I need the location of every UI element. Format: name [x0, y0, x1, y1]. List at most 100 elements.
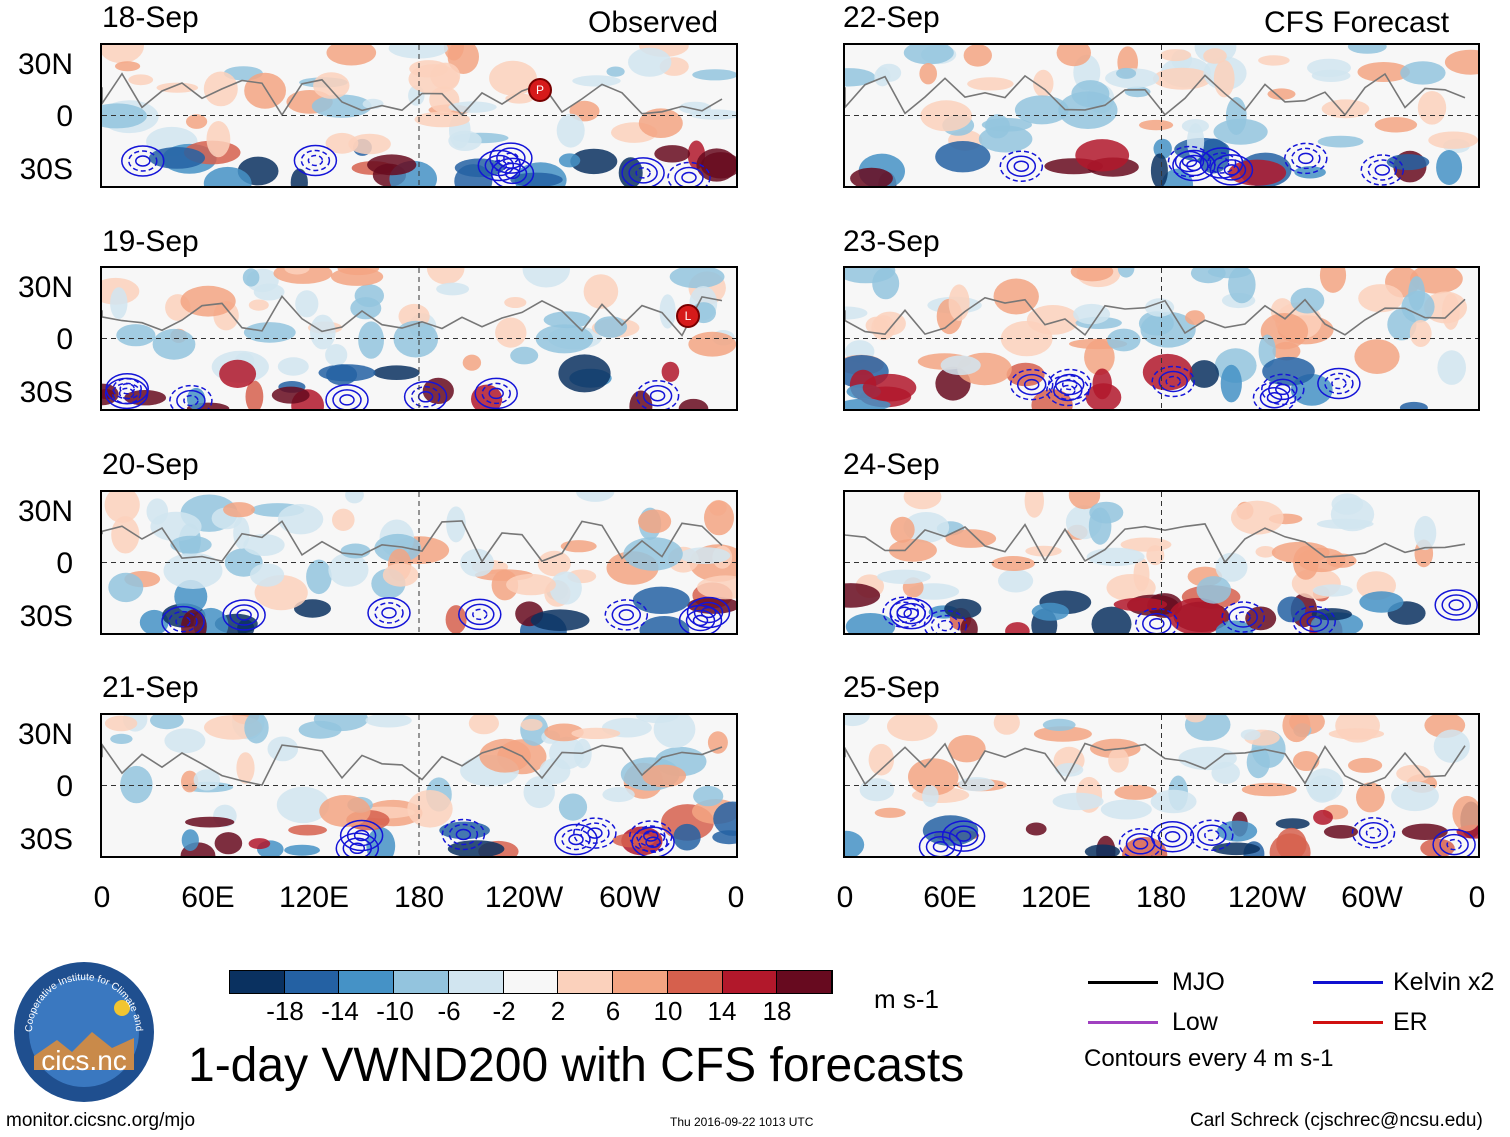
- wind-anomaly-blob: [1116, 67, 1137, 79]
- wind-anomaly-blob: [267, 736, 299, 762]
- wind-anomaly-blob: [697, 575, 736, 600]
- wind-anomaly-blob: [116, 324, 156, 347]
- wind-anomaly-blob: [940, 355, 981, 376]
- footer-timestamp: Thu 2016-09-22 1013 UTC: [670, 1115, 814, 1129]
- kelvin-contour: [925, 835, 956, 856]
- wind-anomaly-blob: [319, 795, 371, 827]
- legend-label-kelvin: Kelvin x2: [1393, 968, 1495, 996]
- wind-anomaly-blob: [1240, 729, 1261, 741]
- wind-anomaly-blob: [373, 365, 420, 380]
- kelvin-contour: [1046, 374, 1090, 407]
- logo-text: cics.nc: [41, 1045, 127, 1076]
- lon-label: 180: [1135, 881, 1187, 914]
- wind-anomaly-blob: [150, 511, 202, 542]
- colorbar-swatch: [448, 971, 504, 993]
- wind-anomaly-blob: [128, 74, 154, 86]
- kelvin-contour: [1259, 386, 1290, 409]
- wind-anomaly-blob: [233, 517, 250, 549]
- kelvin-contour: [458, 598, 502, 631]
- wind-anomaly-blob: [150, 715, 184, 730]
- kelvin-contour: [1206, 152, 1237, 174]
- kelvin-contour: [488, 387, 504, 400]
- kelvin-contour: [561, 828, 591, 851]
- wind-anomaly-blob: [963, 45, 992, 67]
- kelvin-contour: [1151, 365, 1195, 398]
- kelvin-contour: [604, 599, 649, 631]
- wind-anomaly-blob: [868, 743, 894, 776]
- wind-anomaly-blob: [479, 738, 531, 773]
- map-panel-forecast-4: [843, 713, 1480, 858]
- wind-anomaly-blob: [295, 290, 319, 318]
- wind-anomaly-blob: [687, 596, 736, 614]
- kelvin-contour: [903, 607, 919, 620]
- wind-anomaly-blob: [244, 715, 269, 744]
- wind-anomaly-blob: [181, 829, 199, 851]
- kelvin-contour: [1434, 589, 1478, 621]
- wind-anomaly-blob: [181, 770, 199, 793]
- wind-anomaly-blob: [888, 538, 937, 562]
- lon-label: 60E: [923, 881, 977, 914]
- map-panel-observed-3: [100, 490, 738, 635]
- wind-anomaly-blob: [1113, 597, 1168, 612]
- kelvin-contour: [222, 599, 266, 631]
- wind-anomaly-blob: [1052, 792, 1104, 811]
- wind-anomaly-blob: [111, 516, 140, 554]
- wind-anomaly-blob: [520, 718, 543, 731]
- wind-anomaly-blob: [1075, 139, 1130, 172]
- wind-anomaly-blob: [242, 268, 260, 287]
- kelvin-contour: [119, 382, 135, 395]
- kelvin-contour: [896, 602, 926, 625]
- wind-anomaly-blob: [1444, 49, 1478, 75]
- wind-anomaly-blob: [696, 148, 736, 182]
- colorbar-swatch: [558, 971, 614, 993]
- kelvin-contour: [889, 597, 933, 630]
- wind-anomaly-blob: [104, 715, 138, 732]
- colorbar-swatch: [230, 971, 285, 993]
- wind-anomaly-blob: [298, 720, 342, 739]
- coastline: [845, 742, 1466, 787]
- wind-anomaly-blob: [294, 599, 331, 618]
- kelvin-contour: [1216, 159, 1247, 181]
- wind-anomaly-blob: [1100, 799, 1152, 820]
- wind-anomaly-blob: [1436, 150, 1463, 185]
- wind-anomaly-blob: [549, 571, 582, 605]
- coastline: [845, 296, 1466, 337]
- colorbar-swatch: [339, 971, 395, 993]
- kelvin-contour: [1060, 384, 1076, 397]
- wind-anomaly-blob: [1187, 123, 1205, 160]
- wind-anomaly-blob: [632, 586, 690, 614]
- kelvin-contour: [1439, 833, 1469, 856]
- wind-anomaly-blob: [642, 764, 687, 788]
- wind-anomaly-blob: [445, 605, 467, 633]
- wind-anomaly-blob: [1091, 606, 1132, 633]
- kelvin-contour: [1306, 615, 1322, 628]
- colorbar: [229, 970, 833, 994]
- wind-anomaly-blob: [311, 94, 372, 118]
- wind-anomaly-blob: [1089, 501, 1124, 524]
- wind-anomaly-blob: [1348, 757, 1383, 773]
- wind-anomaly-blob: [345, 492, 364, 504]
- panel-date-forecast-4: 25-Sep: [843, 671, 940, 704]
- colorbar-swatch: [777, 971, 833, 993]
- kelvin-contour: [587, 827, 603, 839]
- kelvin-contour: [700, 606, 717, 619]
- kelvin-contour: [941, 820, 986, 852]
- footer-url[interactable]: monitor.cicsnc.org/mjo: [6, 1110, 196, 1131]
- panel-date-observed-2: 19-Sep: [102, 225, 199, 258]
- wind-anomaly-blob: [606, 66, 625, 77]
- wind-anomaly-blob: [108, 572, 144, 603]
- kelvin-contour: [1158, 370, 1188, 393]
- wind-anomaly-blob: [1399, 401, 1428, 409]
- legend-label-er: ER: [1393, 1008, 1428, 1036]
- lat-label: 30N: [17, 718, 73, 751]
- kelvin-contour: [1006, 155, 1037, 177]
- colorbar-units: m s-1: [874, 984, 939, 1014]
- kelvin-contour: [1135, 607, 1179, 633]
- kelvin-contour: [1317, 367, 1361, 400]
- wind-anomaly-blob: [1356, 782, 1385, 813]
- coastline: [102, 743, 723, 787]
- wind-anomaly-blob: [382, 563, 419, 587]
- wind-anomaly-blob: [530, 609, 590, 631]
- wind-anomaly-blob: [495, 317, 527, 348]
- lon-label: 0: [93, 881, 111, 914]
